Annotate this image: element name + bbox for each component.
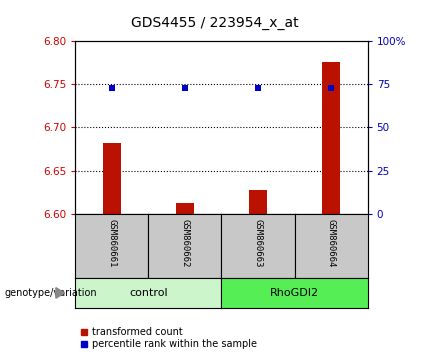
Bar [103, 143, 121, 214]
Text: GSM860663: GSM860663 [254, 219, 262, 268]
Bar [322, 62, 340, 214]
Text: GSM860662: GSM860662 [181, 219, 189, 268]
Text: GSM860661: GSM860661 [108, 219, 116, 268]
Text: GDS4455 / 223954_x_at: GDS4455 / 223954_x_at [131, 16, 299, 30]
Text: RhoGDI2: RhoGDI2 [270, 288, 319, 298]
Text: GSM860664: GSM860664 [327, 219, 335, 268]
Text: genotype/variation: genotype/variation [4, 288, 97, 298]
Text: control: control [129, 288, 168, 298]
Bar [249, 190, 267, 214]
Bar [176, 203, 194, 214]
Legend: transformed count, percentile rank within the sample: transformed count, percentile rank withi… [80, 327, 257, 349]
